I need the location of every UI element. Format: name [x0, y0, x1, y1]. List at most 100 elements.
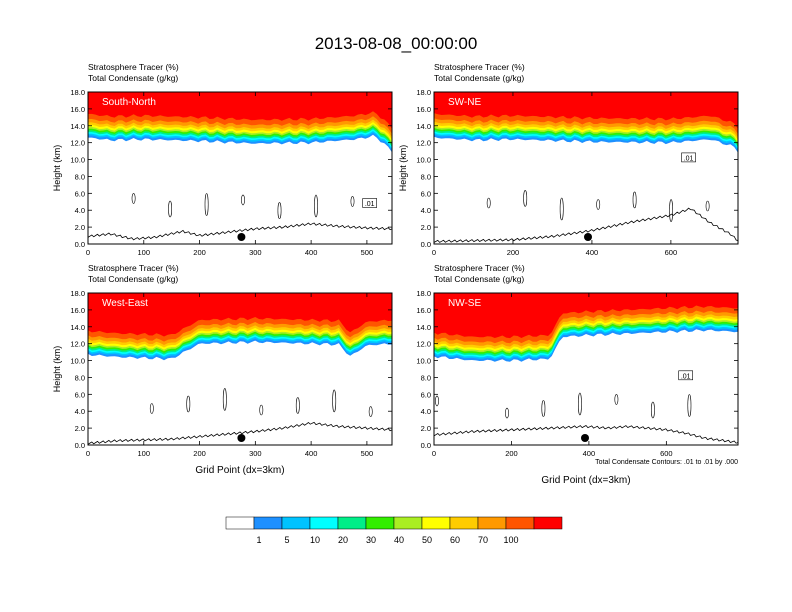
y-tick-label: 4.0 — [421, 206, 431, 215]
y-axis-label: Height (km) — [52, 145, 62, 192]
colorbar-swatch — [421, 516, 451, 530]
plot-area: .01 — [88, 92, 392, 244]
y-tick-label: 12.0 — [70, 139, 85, 148]
y-tick-label: 14.0 — [416, 122, 431, 131]
tracer-band-11 — [88, 92, 392, 129]
panel-0: .01 South-North Stratosphere Tracer (%)Tot… — [52, 62, 393, 257]
colorbar-swatch — [253, 516, 283, 530]
x-tick-label: 0 — [86, 248, 90, 257]
condensate-contour — [559, 197, 564, 221]
y-tick-label: 16.0 — [70, 306, 85, 315]
y-tick-label: 2.0 — [421, 424, 431, 433]
colorbar-swatch — [533, 516, 563, 530]
subtitle-condensate: Total Condensate (g/kg) — [88, 73, 178, 83]
y-tick-label: 0.0 — [421, 240, 431, 249]
panel-1: .01 SW-NE Stratosphere Tracer (%)Total Con… — [398, 62, 739, 257]
y-tick-label: 6.0 — [421, 189, 431, 198]
contour-label-box — [681, 152, 696, 163]
y-tick-label: 6.0 — [421, 390, 431, 399]
colorbar-label: 40 — [394, 535, 404, 545]
condensate-contour — [259, 404, 264, 416]
colorbar-label: 10 — [310, 535, 320, 545]
condensate-contour — [350, 196, 355, 207]
condensate-contour — [505, 407, 509, 419]
y-tick-label: 4.0 — [421, 407, 431, 416]
location-marker — [237, 434, 246, 442]
subtitle-condensate: Total Condensate (g/kg) — [434, 73, 524, 83]
plot-frame — [433, 292, 739, 446]
condensate-contour — [486, 197, 491, 209]
condensate-contour — [204, 193, 209, 216]
contour-note: Total Condensate Contours: .01 to .01 by… — [595, 459, 738, 466]
y-tick-label: 2.0 — [75, 424, 85, 433]
colorbar-label: 30 — [366, 535, 376, 545]
subtitle-tracer: Stratosphere Tracer (%) — [88, 263, 179, 273]
plot-area — [88, 293, 392, 445]
y-axis-label: Height (km) — [398, 145, 408, 192]
tracer-band-11 — [434, 92, 738, 129]
x-axis-label: Grid Point (dx=3km) — [541, 475, 630, 486]
x-tick-label: 600 — [665, 248, 678, 257]
condensate-contour — [222, 388, 227, 411]
x-tick-label: 300 — [249, 248, 262, 257]
colorbar-swatch — [337, 516, 367, 530]
condensate-contour — [523, 190, 528, 207]
condensate-contour — [614, 394, 619, 405]
plot-area: .01 — [434, 92, 738, 244]
x-tick-label: 200 — [505, 449, 518, 458]
panel-label: South-North — [102, 97, 156, 108]
colorbar-swatch — [225, 516, 255, 530]
condensate-contour — [596, 199, 601, 210]
panel-label: SW-NE — [448, 97, 481, 108]
plot-frame — [433, 91, 739, 245]
panel-label: West-East — [102, 298, 148, 309]
y-tick-label: 4.0 — [75, 407, 85, 416]
contour-label-box — [362, 198, 378, 208]
y-tick-label: 4.0 — [75, 206, 85, 215]
colorbar-swatch — [449, 516, 479, 530]
plot-area: .01 — [434, 293, 738, 445]
y-tick-label: 12.0 — [416, 139, 431, 148]
y-tick-label: 8.0 — [75, 373, 85, 382]
tracer-band-11 — [434, 293, 738, 339]
contour-label: .01 — [681, 373, 691, 380]
condensate-contour — [578, 392, 582, 416]
y-tick-label: 6.0 — [75, 390, 85, 399]
colorbar-swatch — [477, 516, 507, 530]
terrain-line — [434, 425, 738, 444]
terrain-line — [434, 207, 738, 243]
colorbar-label: 20 — [338, 535, 348, 545]
y-tick-label: 16.0 — [416, 105, 431, 114]
condensate-contour — [241, 194, 245, 206]
x-tick-label: 400 — [305, 248, 318, 257]
terrain-line — [88, 222, 392, 241]
location-marker — [581, 434, 589, 442]
y-tick-label: 10.0 — [70, 156, 85, 165]
colorbar-swatch — [309, 516, 339, 530]
colorbar-swatch — [365, 516, 395, 530]
condensate-contour — [687, 394, 692, 417]
y-tick-label: 0.0 — [421, 441, 431, 450]
condensate-contour — [295, 397, 300, 414]
y-tick-label: 10.0 — [70, 357, 85, 366]
condensate-contour — [705, 200, 710, 212]
y-tick-label: 2.0 — [421, 223, 431, 232]
x-tick-label: 100 — [138, 248, 151, 257]
colorbar: 1 5 10 20 30 40 50 60 70 100 — [225, 516, 563, 545]
y-tick-label: 18.0 — [416, 289, 431, 298]
condensate-contour — [651, 401, 655, 419]
contour-label-box — [678, 370, 694, 381]
x-tick-label: 0 — [432, 449, 436, 458]
colorbar-label: 5 — [284, 535, 289, 545]
condensate-contour — [368, 406, 373, 417]
y-tick-label: 12.0 — [416, 340, 431, 349]
colorbar-label: 100 — [503, 535, 518, 545]
x-tick-label: 600 — [660, 449, 673, 458]
y-tick-label: 8.0 — [75, 172, 85, 181]
x-tick-label: 400 — [586, 248, 599, 257]
terrain-line — [88, 421, 392, 445]
condensate-contour — [131, 193, 136, 204]
subtitle-condensate: Total Condensate (g/kg) — [88, 274, 178, 284]
